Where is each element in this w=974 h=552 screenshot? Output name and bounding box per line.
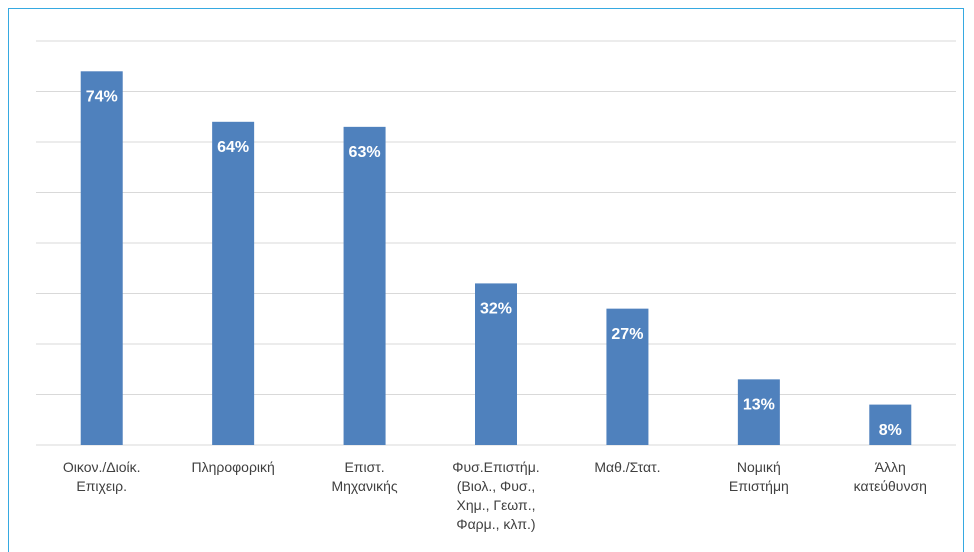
data-label: 8% [879, 422, 902, 439]
data-label: 32% [480, 301, 512, 318]
bar [475, 283, 517, 445]
data-label: 63% [349, 144, 381, 161]
bar [869, 404, 912, 445]
bar [212, 121, 255, 446]
bar [737, 379, 780, 445]
x-tick-label: Πληροφορική [191, 459, 275, 475]
x-tick-label: Μαθ./Στατ. [594, 459, 661, 475]
data-label: 64% [217, 139, 249, 156]
data-label: 27% [611, 326, 643, 343]
x-tick-label: Οικον./Διοίκ. Επιχειρ. [62, 459, 141, 494]
x-tick-label: Άλλη κατεύθυνση [853, 459, 927, 494]
bar [606, 308, 649, 445]
x-tick-label: Νομική Επιστήμη [728, 459, 789, 494]
bar [343, 126, 386, 445]
data-label: 74% [86, 89, 118, 106]
bar [80, 71, 123, 446]
x-tick-label: Επιστ. Μηχανικής [331, 459, 398, 494]
x-tick-label: Φυσ.Επιστήμ. (Βιολ., Φυσ., Χημ., Γεωπ., … [452, 459, 540, 532]
data-label: 13% [743, 397, 775, 414]
chart-frame [8, 8, 964, 552]
